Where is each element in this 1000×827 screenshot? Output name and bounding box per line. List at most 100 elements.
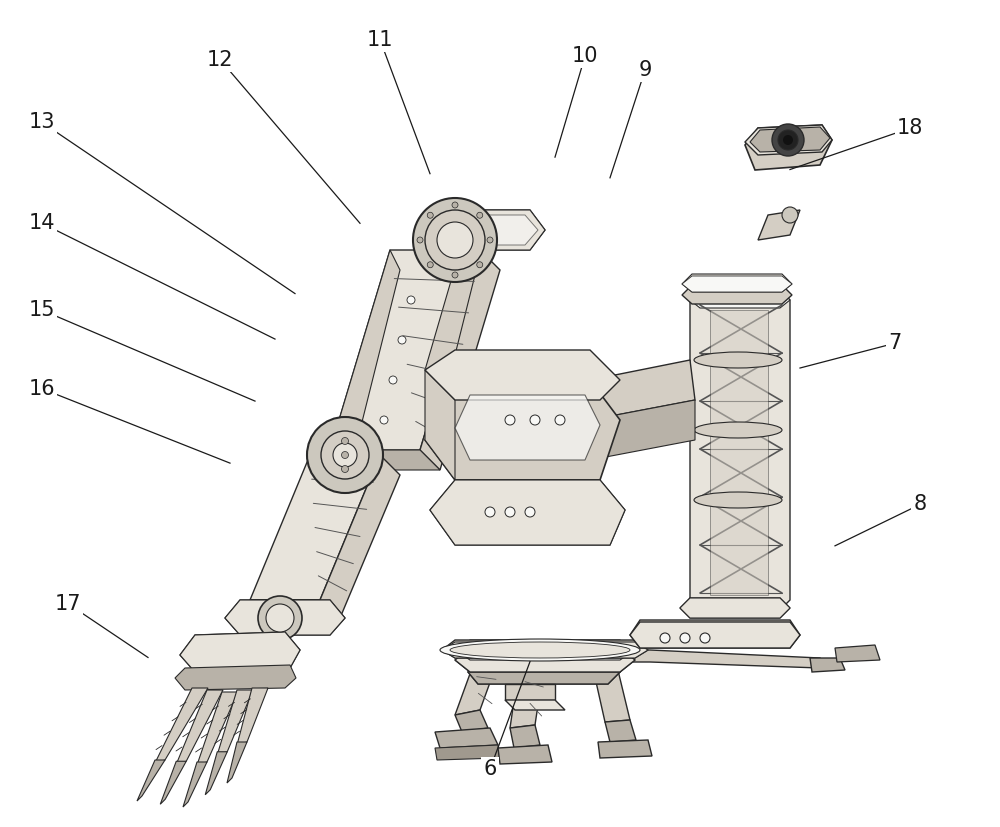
Text: 14: 14 <box>29 213 55 233</box>
Polygon shape <box>250 600 340 620</box>
Polygon shape <box>455 650 635 672</box>
Polygon shape <box>510 658 545 728</box>
Polygon shape <box>250 455 380 600</box>
Polygon shape <box>498 745 552 764</box>
Circle shape <box>477 262 483 268</box>
Polygon shape <box>430 480 625 545</box>
Ellipse shape <box>694 492 782 508</box>
Circle shape <box>266 604 294 632</box>
Polygon shape <box>320 455 400 618</box>
Polygon shape <box>690 290 790 610</box>
Text: 16: 16 <box>29 379 55 399</box>
Text: 11: 11 <box>367 30 393 50</box>
Circle shape <box>505 507 515 517</box>
Polygon shape <box>605 720 636 742</box>
Ellipse shape <box>694 352 782 368</box>
Polygon shape <box>630 620 800 648</box>
Ellipse shape <box>694 422 782 438</box>
Polygon shape <box>430 480 625 545</box>
Polygon shape <box>630 622 800 648</box>
Circle shape <box>452 202 458 208</box>
Circle shape <box>783 135 793 145</box>
Circle shape <box>258 596 302 640</box>
Circle shape <box>333 443 357 467</box>
Circle shape <box>398 336 406 344</box>
Text: 9: 9 <box>638 60 652 80</box>
Text: 6: 6 <box>483 759 497 779</box>
Polygon shape <box>155 688 208 763</box>
Polygon shape <box>682 285 792 304</box>
Polygon shape <box>137 760 165 801</box>
Polygon shape <box>420 250 500 470</box>
Polygon shape <box>680 598 790 618</box>
Polygon shape <box>217 690 253 755</box>
Polygon shape <box>425 350 620 400</box>
Polygon shape <box>682 274 792 292</box>
Polygon shape <box>590 655 630 722</box>
Text: 10: 10 <box>572 46 598 66</box>
Polygon shape <box>183 762 207 807</box>
Polygon shape <box>330 250 480 450</box>
Polygon shape <box>510 725 540 748</box>
Polygon shape <box>227 742 247 783</box>
Polygon shape <box>455 710 488 732</box>
Polygon shape <box>225 600 345 635</box>
Polygon shape <box>468 660 620 684</box>
Circle shape <box>487 237 493 243</box>
Polygon shape <box>442 640 648 658</box>
Circle shape <box>342 466 349 472</box>
Polygon shape <box>468 660 620 684</box>
Polygon shape <box>505 700 565 710</box>
Polygon shape <box>455 640 635 660</box>
Circle shape <box>778 130 798 150</box>
Text: 13: 13 <box>29 112 55 132</box>
Polygon shape <box>505 684 555 700</box>
Polygon shape <box>442 642 648 658</box>
Polygon shape <box>237 688 268 745</box>
Text: 17: 17 <box>55 594 81 614</box>
Circle shape <box>782 207 798 223</box>
Polygon shape <box>415 210 545 250</box>
Ellipse shape <box>440 639 640 661</box>
Polygon shape <box>455 648 635 672</box>
Circle shape <box>425 210 485 270</box>
Polygon shape <box>455 655 500 715</box>
Text: 12: 12 <box>207 50 233 69</box>
Circle shape <box>530 415 540 425</box>
Polygon shape <box>422 215 538 245</box>
Circle shape <box>525 507 535 517</box>
Polygon shape <box>590 360 695 420</box>
Polygon shape <box>415 210 545 250</box>
Polygon shape <box>758 210 800 240</box>
Polygon shape <box>745 125 832 170</box>
Circle shape <box>407 296 415 304</box>
Polygon shape <box>590 400 695 460</box>
Circle shape <box>417 237 423 243</box>
Text: 7: 7 <box>888 333 902 353</box>
Circle shape <box>555 415 565 425</box>
Polygon shape <box>425 370 455 480</box>
Polygon shape <box>330 450 440 470</box>
Circle shape <box>505 415 515 425</box>
Polygon shape <box>197 692 238 765</box>
Polygon shape <box>425 250 480 375</box>
Polygon shape <box>435 728 498 748</box>
Polygon shape <box>175 665 296 690</box>
Circle shape <box>437 222 473 258</box>
Circle shape <box>389 376 397 384</box>
Polygon shape <box>710 310 768 595</box>
Polygon shape <box>435 745 500 760</box>
Text: 18: 18 <box>897 118 923 138</box>
Polygon shape <box>176 690 223 764</box>
Polygon shape <box>180 632 300 672</box>
Circle shape <box>485 507 495 517</box>
Polygon shape <box>330 250 400 470</box>
Circle shape <box>477 213 483 218</box>
Ellipse shape <box>450 642 630 658</box>
Polygon shape <box>810 658 845 672</box>
Polygon shape <box>750 127 830 152</box>
Circle shape <box>700 633 710 643</box>
Polygon shape <box>620 650 820 668</box>
Polygon shape <box>160 761 186 804</box>
Polygon shape <box>455 395 600 460</box>
